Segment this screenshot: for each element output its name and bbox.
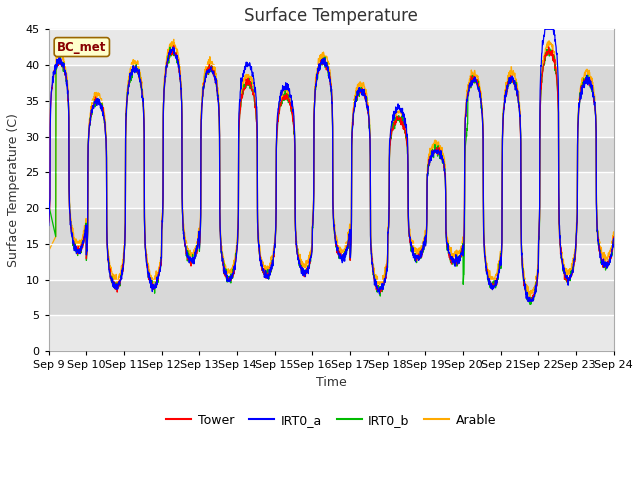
Bar <box>49 101 614 136</box>
Arable <box>526 295 534 300</box>
IRT0_a <box>202 70 210 76</box>
Bar <box>49 244 614 279</box>
Arable <box>360 82 368 87</box>
Bar <box>49 172 614 208</box>
IRT0_b <box>526 301 534 307</box>
Arable <box>496 258 504 264</box>
Arable <box>610 229 618 235</box>
Bar <box>49 29 614 65</box>
IRT0_a <box>495 269 503 275</box>
Tower <box>561 269 568 275</box>
Tower <box>170 43 177 48</box>
IRT0_b <box>561 271 568 276</box>
Line: IRT0_b: IRT0_b <box>49 47 614 304</box>
Line: Arable: Arable <box>49 39 614 298</box>
IRT0_b <box>610 234 618 240</box>
Arable <box>576 89 584 95</box>
Tower <box>203 69 211 74</box>
IRT0_b <box>496 264 504 270</box>
Arable <box>203 65 211 71</box>
Arable <box>170 36 177 42</box>
IRT0_b <box>348 145 356 151</box>
IRT0_b <box>360 92 368 97</box>
IRT0_a <box>360 92 367 97</box>
IRT0_a <box>610 236 618 241</box>
IRT0_a <box>576 95 584 101</box>
IRT0_b <box>166 44 174 50</box>
Tower <box>525 298 533 304</box>
Arable <box>348 134 356 140</box>
IRT0_b <box>203 68 211 74</box>
Line: IRT0_a: IRT0_a <box>49 29 614 301</box>
Title: Surface Temperature: Surface Temperature <box>244 7 418 25</box>
Arable <box>561 266 568 272</box>
Tower <box>576 95 584 100</box>
Arable <box>45 248 52 254</box>
Bar <box>49 136 614 172</box>
Tower <box>496 263 504 268</box>
IRT0_b <box>576 90 584 96</box>
X-axis label: Time: Time <box>316 376 346 389</box>
Tower <box>45 219 52 225</box>
Bar <box>49 279 614 315</box>
Text: BC_met: BC_met <box>57 40 106 54</box>
Bar <box>49 315 614 351</box>
Bar <box>49 65 614 101</box>
Y-axis label: Surface Temperature (C): Surface Temperature (C) <box>7 113 20 267</box>
IRT0_a <box>524 298 531 304</box>
IRT0_a <box>541 26 548 32</box>
Tower <box>348 143 356 148</box>
Bar <box>49 208 614 244</box>
Tower <box>360 91 368 96</box>
Line: Tower: Tower <box>49 46 614 301</box>
Legend: Tower, IRT0_a, IRT0_b, Arable: Tower, IRT0_a, IRT0_b, Arable <box>161 409 501 432</box>
Tower <box>610 234 618 240</box>
IRT0_a <box>561 270 568 276</box>
IRT0_b <box>45 202 52 207</box>
IRT0_a <box>45 223 52 228</box>
IRT0_a <box>348 221 355 227</box>
